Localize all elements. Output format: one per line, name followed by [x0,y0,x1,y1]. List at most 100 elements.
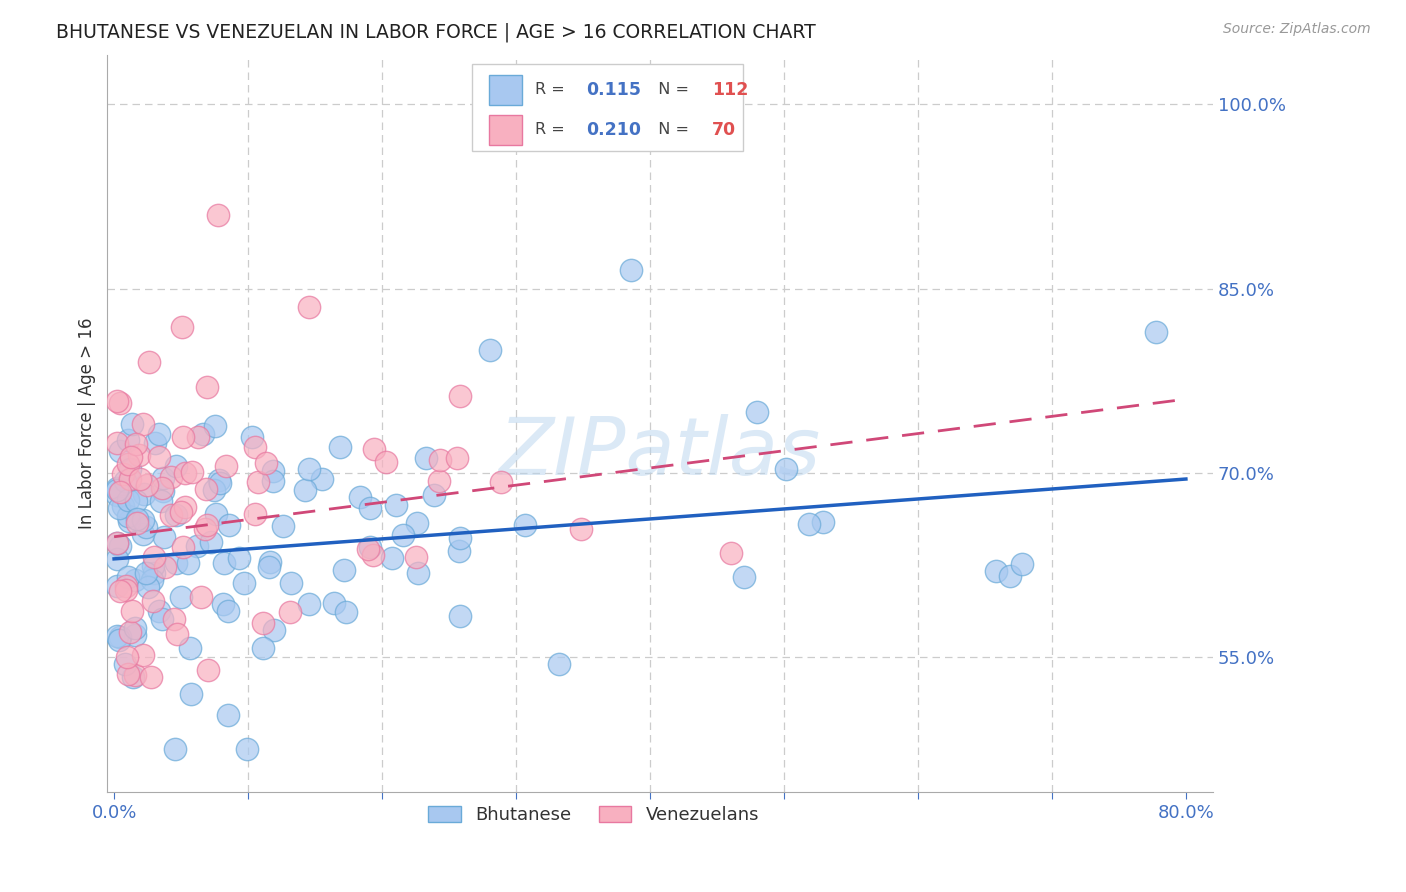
Point [246,475,269,489]
Point [141,573,163,587]
Point [212,556,235,570]
Point [449,531,471,545]
Point [142,549,165,564]
Point [245,507,267,521]
Point [197,663,219,677]
Point [124,628,146,642]
Point [163,611,186,625]
Point [124,573,146,587]
Point [775,462,797,476]
Point [143,566,166,580]
Point [205,507,228,521]
Point [125,436,148,450]
Point [747,405,769,419]
Point [105,488,128,502]
Point [105,551,128,566]
Point [547,657,569,672]
Text: 0.115: 0.115 [586,81,641,99]
Text: R =: R = [536,82,569,97]
Point [115,583,138,598]
Point [446,451,468,466]
Point [105,579,128,593]
Point [204,419,226,434]
Point [513,517,536,532]
Point [569,522,592,536]
Point [129,472,152,486]
FancyBboxPatch shape [472,64,742,151]
Point [153,531,176,545]
Point [138,355,160,369]
Point [150,612,173,626]
Point [170,505,193,519]
Point [105,536,128,550]
Point [361,548,384,562]
Point [186,539,208,553]
Point [179,641,201,656]
Point [124,668,146,682]
Point [1000,569,1022,583]
Point [214,459,236,474]
Point [984,564,1007,578]
Point [131,417,153,431]
Point [165,508,187,523]
Point [297,300,319,314]
Point [117,457,139,471]
Point [202,483,225,497]
Point [415,450,437,465]
Point [359,501,381,516]
Point [311,472,333,486]
Point [335,605,357,619]
Point [152,484,174,499]
Point [120,450,142,464]
Point [108,444,131,458]
Point [135,566,157,580]
Point [329,440,352,454]
Text: BHUTANESE VS VENEZUELAN IN LABOR FORCE | AGE > 16 CORRELATION CHART: BHUTANESE VS VENEZUELAN IN LABOR FORCE |… [56,22,815,42]
Point [112,500,135,514]
Point [323,595,346,609]
Point [136,580,159,594]
Point [217,707,239,722]
Point [1144,325,1167,339]
Point [139,670,162,684]
Point [124,621,146,635]
Point [489,475,512,490]
Point [172,430,194,444]
Point [166,627,188,641]
Point [333,563,356,577]
Point [733,570,755,584]
Point [392,527,415,541]
Point [131,512,153,526]
Point [121,604,143,618]
Point [218,517,240,532]
Point [173,466,195,480]
Point [170,590,193,604]
Point [121,417,143,431]
Y-axis label: In Labor Force | Age > 16: In Labor Force | Age > 16 [79,318,96,530]
Point [150,481,173,495]
Point [134,487,156,501]
Point [252,616,274,631]
Point [254,456,277,470]
Point [177,556,200,570]
Point [117,570,139,584]
Text: N =: N = [648,82,695,97]
Point [105,629,128,643]
Point [150,494,173,508]
Point [117,667,139,681]
Text: N =: N = [648,122,695,137]
Point [131,527,153,541]
Point [155,559,177,574]
Point [108,633,131,648]
Point [117,649,139,664]
Point [112,467,135,482]
Point [478,343,501,358]
Point [152,471,174,485]
Point [363,442,385,457]
Point [108,583,131,598]
Point [136,478,159,492]
Point [280,575,302,590]
Point [160,470,183,484]
Point [117,493,139,508]
Point [384,498,406,512]
